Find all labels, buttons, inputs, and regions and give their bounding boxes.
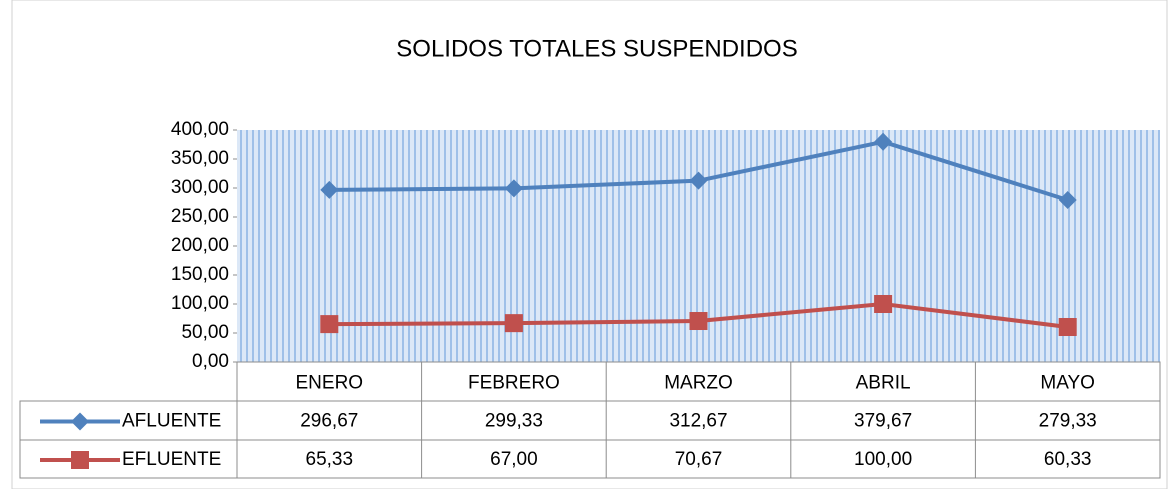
- x-tick-label: ENERO: [296, 373, 364, 394]
- table-value: 60,33: [1044, 449, 1092, 470]
- legend-label: EFLUENTE: [122, 449, 221, 470]
- table-value: 65,33: [306, 449, 354, 470]
- y-tick-label: 200,00: [171, 235, 229, 256]
- table-value: 67,00: [490, 449, 538, 470]
- marker: [874, 132, 893, 151]
- y-tick-label: 350,00: [171, 148, 229, 169]
- legend-marker: [71, 412, 89, 431]
- y-tick-label: 250,00: [171, 206, 229, 227]
- legend-label: AFLUENTE: [122, 411, 221, 432]
- y-tick-label: 400,00: [171, 119, 229, 140]
- table-value: 296,67: [300, 411, 358, 432]
- table-value: 312,67: [669, 411, 727, 432]
- y-tick-label: 50,00: [181, 322, 229, 343]
- chart-border: [11, 0, 1168, 489]
- marker: [320, 315, 339, 334]
- table-value: 299,33: [485, 411, 543, 432]
- y-tick-label: 0,00: [192, 351, 229, 372]
- table-value: 100,00: [854, 449, 912, 470]
- table-value: 279,33: [1039, 411, 1097, 432]
- marker: [1058, 318, 1077, 337]
- marker: [689, 171, 708, 190]
- legend-marker: [71, 451, 89, 469]
- y-tick-label: 150,00: [171, 264, 229, 285]
- x-tick-label: FEBRERO: [468, 373, 560, 394]
- y-tick-label: 300,00: [171, 177, 229, 198]
- table-value: 70,67: [675, 449, 723, 470]
- marker: [320, 180, 339, 199]
- x-tick-label: MAYO: [1040, 373, 1095, 394]
- marker: [1058, 190, 1077, 209]
- marker: [874, 295, 893, 313]
- marker: [689, 312, 708, 331]
- x-tick-label: MARZO: [664, 373, 733, 394]
- chart-title: SOLIDOS TOTALES SUSPENDIDOS: [396, 35, 797, 62]
- marker: [504, 314, 523, 333]
- table-value: 379,67: [854, 411, 912, 432]
- x-tick-label: ABRIL: [856, 373, 911, 394]
- marker: [504, 179, 523, 198]
- y-tick-label: 100,00: [171, 293, 229, 314]
